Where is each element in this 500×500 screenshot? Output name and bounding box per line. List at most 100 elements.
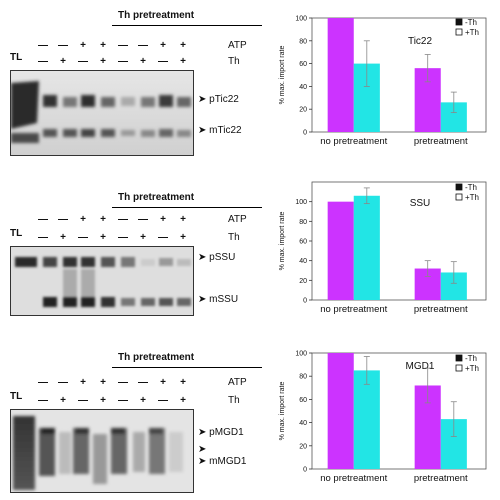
band-label-text: mSSU <box>209 294 239 305</box>
pretreatment-title: Th pretreatment <box>118 10 195 21</box>
gel-block-mgd1: Th pretreatment — — + + — — + + ATP TL —… <box>0 335 270 495</box>
legend-swatch <box>455 354 463 362</box>
atp-row: — — + + — — + + <box>38 214 188 226</box>
y-tick-label: 40 <box>299 84 307 91</box>
y-tick-label: 100 <box>295 199 307 206</box>
band-label-precursor: ➤ pSSU <box>198 252 236 263</box>
lane-mark: — <box>118 214 128 225</box>
y-tick-label: 20 <box>299 278 307 285</box>
th-row: — + — + — + — + <box>38 232 188 244</box>
x-category-label: no pretreatment <box>320 473 387 484</box>
lane-mark: + <box>60 56 66 67</box>
lane-mark: — <box>118 232 128 243</box>
lane-mark: — <box>138 214 148 225</box>
lane-mark: — <box>58 40 68 51</box>
legend-label: -Th <box>465 18 477 27</box>
lane-mark: + <box>180 56 186 67</box>
band-label-precursor: ➤ pTic22 <box>198 94 239 105</box>
bar <box>353 370 380 469</box>
lane-mark: — <box>38 395 48 406</box>
gel-image-ssu <box>10 246 194 316</box>
band-label-text: pMGD1 <box>209 427 244 438</box>
chart-tic22: 0 20 40 60 80 100 % max. import rate Tic22 -Th +T… <box>270 0 500 160</box>
tl-label: TL <box>10 391 23 402</box>
x-category-label: pretreatment <box>414 473 468 484</box>
band-label-mature: ➤ mMGD1 <box>198 456 247 467</box>
lane-mark: — <box>38 232 48 243</box>
lane-mark: + <box>80 214 86 225</box>
y-tick-label: 0 <box>303 130 307 137</box>
y-tick-label: 40 <box>299 258 307 265</box>
tl-label: TL <box>10 228 23 239</box>
chart-ssu: 0 20 40 60 80 100 % max. import rate SSU -Th +Th n… <box>270 170 500 330</box>
chart-title: SSU <box>410 198 431 209</box>
th-row: — + — + — + — + <box>38 395 188 407</box>
lane-mark: — <box>158 56 168 67</box>
lane-mark: + <box>140 232 146 243</box>
lane-mark: — <box>78 56 88 67</box>
lane-mark: + <box>100 377 106 388</box>
lane-mark: + <box>60 232 66 243</box>
legend-swatch <box>455 183 463 191</box>
y-tick-label: 80 <box>299 38 307 45</box>
pretreatment-underline <box>112 25 262 26</box>
panel-ssu: Th pretreatment — — + + — — + + ATP TL —… <box>0 170 500 330</box>
band-label-text: mMGD1 <box>209 456 247 467</box>
y-tick-label: 0 <box>303 298 307 305</box>
band-label-arrow: ➤ <box>198 444 207 455</box>
atp-row: — — + + — — + + <box>38 40 188 52</box>
lane-mark: + <box>80 40 86 51</box>
lane-mark: + <box>80 377 86 388</box>
y-tick-label: 40 <box>299 420 307 427</box>
y-tick-label: 100 <box>295 16 307 23</box>
atp-label: ATP <box>228 377 247 388</box>
lane-mark: — <box>58 377 68 388</box>
atp-row: — — + + — — + + <box>38 377 188 389</box>
y-axis-label: % max. import rate <box>279 382 286 441</box>
lane-mark: + <box>60 395 66 406</box>
plot-frame <box>311 352 487 470</box>
plot-frame <box>311 17 487 133</box>
atp-label: ATP <box>228 40 247 51</box>
band-label-mature: ➤ mSSU <box>198 294 239 305</box>
lane-mark: + <box>140 395 146 406</box>
band-label-text: pTic22 <box>209 94 239 105</box>
pretreatment-title: Th pretreatment <box>118 192 195 203</box>
y-axis-label: % max. import rate <box>279 212 286 271</box>
chart-mgd1: 0 20 40 60 80 100 % max. import rate MGD1 -Th +Th… <box>270 335 500 495</box>
legend-swatch <box>455 18 463 26</box>
legend-label: -Th <box>465 354 477 363</box>
lane-mark: — <box>118 377 128 388</box>
legend-label: -Th <box>465 183 477 192</box>
lane-mark: — <box>158 232 168 243</box>
x-category-label: pretreatment <box>414 304 468 315</box>
panel-tic22: Th pretreatment — — + + — — + + ATP TL —… <box>0 0 500 160</box>
gel-block-tic22: Th pretreatment — — + + — — + + ATP TL —… <box>0 0 270 160</box>
legend-label: +Th <box>465 364 479 373</box>
chart-title: MGD1 <box>406 361 435 372</box>
gel-image-tic22 <box>10 70 194 156</box>
y-tick-label: 60 <box>299 397 307 404</box>
lane-mark: — <box>118 40 128 51</box>
lane-mark: + <box>180 395 186 406</box>
legend-swatch <box>455 364 463 372</box>
lane-mark: + <box>180 377 186 388</box>
lane-mark: + <box>180 214 186 225</box>
y-tick-label: 60 <box>299 239 307 246</box>
lane-mark: + <box>180 232 186 243</box>
y-tick-label: 80 <box>299 374 307 381</box>
lane-mark: — <box>38 56 48 67</box>
bar <box>327 201 354 300</box>
y-tick-label: 20 <box>299 443 307 450</box>
lane-mark: + <box>160 214 166 225</box>
lane-mark: — <box>138 377 148 388</box>
legend-swatch <box>455 28 463 36</box>
tl-label: TL <box>10 52 23 63</box>
lane-mark: + <box>100 395 106 406</box>
lane-mark: — <box>118 395 128 406</box>
lane-mark: — <box>38 214 48 225</box>
lane-mark: + <box>180 40 186 51</box>
pretreatment-underline <box>112 367 262 368</box>
y-tick-label: 60 <box>299 61 307 68</box>
lane-mark: + <box>160 40 166 51</box>
